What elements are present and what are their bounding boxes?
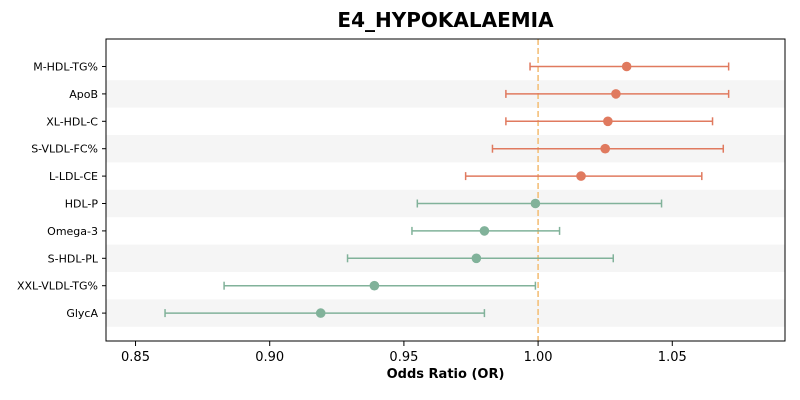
- y-tick-label: ApoB: [69, 88, 98, 101]
- y-tick-label: HDL-P: [65, 198, 99, 211]
- y-tick-label: M-HDL-TG%: [33, 61, 98, 74]
- y-tick-label: S-HDL-PL: [48, 252, 99, 265]
- x-axis-label: Odds Ratio (OR): [386, 367, 505, 382]
- data-row-s-hdl-pl: [346, 253, 614, 264]
- x-tick-label: 0.85: [121, 350, 150, 365]
- or-point: [369, 280, 380, 291]
- y-tick-label: L-LDL-CE: [49, 170, 98, 183]
- x-tick-label: 1.00: [524, 350, 553, 365]
- data-row-m-hdl-tg-: [529, 61, 730, 72]
- data-row-glyca: [164, 308, 486, 318]
- data-row-xxl-vldl-tg-: [223, 280, 537, 291]
- x-tick-label: 0.90: [255, 350, 284, 365]
- y-tick-label: Omega-3: [47, 225, 98, 238]
- chart-title: E4_HYPOKALAEMIA: [337, 8, 554, 32]
- data-row-xl-hdl-c: [505, 116, 714, 127]
- data-row-hdl-p: [416, 198, 663, 209]
- or-point: [479, 226, 490, 236]
- or-point: [576, 171, 586, 181]
- or-point: [611, 89, 621, 99]
- or-point: [471, 253, 482, 264]
- data-row-l-ldl-ce: [464, 171, 703, 181]
- y-tick-label: XXL-VLDL-TG%: [17, 280, 98, 293]
- or-point: [315, 308, 326, 318]
- x-tick-label: 0.95: [389, 350, 418, 365]
- or-point: [600, 143, 610, 154]
- plot-frame: [105, 38, 786, 342]
- y-tick-label: GlycA: [66, 307, 98, 320]
- y-tick-label: S-VLDL-FC%: [31, 143, 98, 156]
- or-point: [621, 61, 632, 72]
- y-tick-label: XL-HDL-C: [46, 115, 98, 128]
- or-point: [603, 116, 613, 127]
- data-row-omega-3: [411, 226, 561, 236]
- or-point: [530, 198, 541, 209]
- data-row-apob: [505, 89, 730, 99]
- x-tick-label: 1.05: [658, 350, 687, 365]
- data-row-s-vldl-fc-: [491, 143, 725, 154]
